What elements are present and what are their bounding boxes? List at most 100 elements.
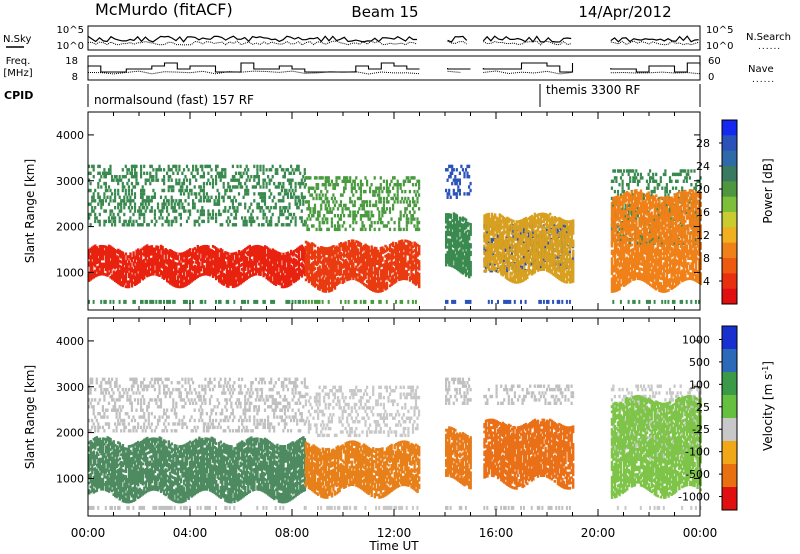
range-gate-cell [195, 165, 197, 168]
range-gate-cell [404, 257, 406, 260]
range-gate-cell [266, 168, 268, 171]
range-gate-cell [316, 176, 318, 179]
range-gate-cell [100, 206, 102, 209]
range-gate-cell [320, 207, 322, 210]
range-gate-cell [102, 270, 104, 273]
range-gate-cell [412, 214, 414, 217]
range-gate-cell [203, 185, 205, 188]
range-gate-cell [113, 179, 115, 182]
nave-tick-low: 0 [708, 72, 714, 83]
range-gate-cell [308, 260, 310, 263]
range-gate-cell [178, 182, 180, 185]
range-gate-cell [119, 175, 121, 178]
range-gate-cell [292, 196, 294, 199]
range-gate-cell [158, 216, 160, 219]
range-gate-cell [186, 300, 188, 304]
range-gate-cell [470, 263, 472, 266]
range-gate-cell [326, 190, 328, 193]
range-gate-cell [494, 213, 496, 216]
range-gate-cell [168, 203, 170, 206]
range-gate-cell [129, 203, 131, 206]
range-gate-cell [418, 228, 420, 231]
range-gate-cell [131, 206, 133, 209]
range-gate-cell [175, 220, 177, 223]
range-gate-cell [418, 268, 420, 271]
range-gate-cell [360, 243, 362, 246]
range-gate-cell [109, 271, 111, 274]
range-gate-cell [418, 278, 420, 281]
range-gate-cell [233, 206, 235, 209]
range-gate-cell [450, 175, 452, 178]
range-gate-cell [262, 209, 264, 212]
range-gate-cell [354, 204, 356, 207]
range-gate-cell [125, 278, 127, 281]
range-gate-cell [102, 203, 104, 206]
range-gate-cell [178, 206, 180, 209]
range-gate-cell [349, 180, 351, 183]
range-gate-cell [401, 197, 403, 200]
range-gate-cell [215, 182, 217, 185]
range-gate-cell [447, 168, 449, 171]
range-gate-cell [351, 200, 353, 203]
range-gate-cell [90, 172, 92, 175]
range-gate-cell [128, 185, 130, 188]
range-gate-cell [418, 285, 420, 288]
range-gate-cell [349, 277, 351, 280]
range-gate-cell [212, 179, 214, 182]
range-gate-cell [392, 242, 394, 245]
range-gate-cell [400, 211, 402, 214]
range-gate-cell [184, 199, 186, 202]
range-gate-cell [276, 269, 278, 272]
range-gate-cell [287, 216, 289, 219]
range-gate-cell [276, 168, 278, 171]
range-gate-cell [345, 187, 347, 190]
range-gate-cell [158, 252, 160, 255]
range-gate-cell [369, 187, 371, 190]
range-gate-cell [240, 172, 242, 175]
range-gate-cell [371, 268, 373, 271]
range-gate-cell [140, 168, 142, 171]
range-gate-cell [374, 221, 376, 224]
range-gate-cell [210, 175, 212, 178]
range-gate-cell [387, 200, 389, 203]
range-gate-cell [340, 270, 342, 273]
range-gate-cell [132, 213, 134, 216]
range-gate-cell [470, 300, 472, 304]
range-gate-cell [175, 179, 177, 182]
range-gate-cell [287, 209, 289, 212]
range-gate-cell [194, 206, 196, 209]
range-gate-cell [152, 265, 154, 268]
range-gate-cell [270, 192, 272, 195]
range-gate-cell [106, 196, 108, 199]
range-gate-cell [331, 224, 333, 227]
range-gate-cell [282, 168, 284, 171]
range-gate-cell [400, 214, 402, 217]
range-gate-cell [232, 255, 234, 258]
range-gate-cell [418, 250, 420, 253]
range-gate-cell [319, 211, 321, 214]
range-gate-cell [186, 179, 188, 182]
range-gate-cell [355, 214, 357, 217]
range-gate-cell [387, 221, 389, 224]
range-gate-cell [418, 207, 420, 210]
range-gate-cell [340, 204, 342, 207]
range-gate-cell [363, 207, 365, 210]
range-gate-cell [383, 204, 385, 207]
range-gate-cell [105, 175, 107, 178]
range-gate-cell [368, 246, 370, 249]
range-gate-cell [301, 216, 303, 219]
range-gate-cell [125, 300, 127, 304]
range-gate-cell [126, 172, 128, 175]
range-gate-cell [284, 172, 286, 175]
range-gate-cell [261, 206, 263, 209]
range-gate-cell [355, 300, 357, 304]
range-gate-cell [221, 223, 223, 226]
range-gate-cell [317, 217, 319, 220]
range-gate-cell [470, 251, 472, 254]
range-gate-cell [161, 209, 163, 212]
range-gate-cell [246, 220, 248, 223]
range-gate-cell [236, 165, 238, 168]
range-gate-cell [465, 219, 467, 222]
range-gate-cell [292, 168, 294, 171]
range-gate-cell [403, 267, 405, 270]
